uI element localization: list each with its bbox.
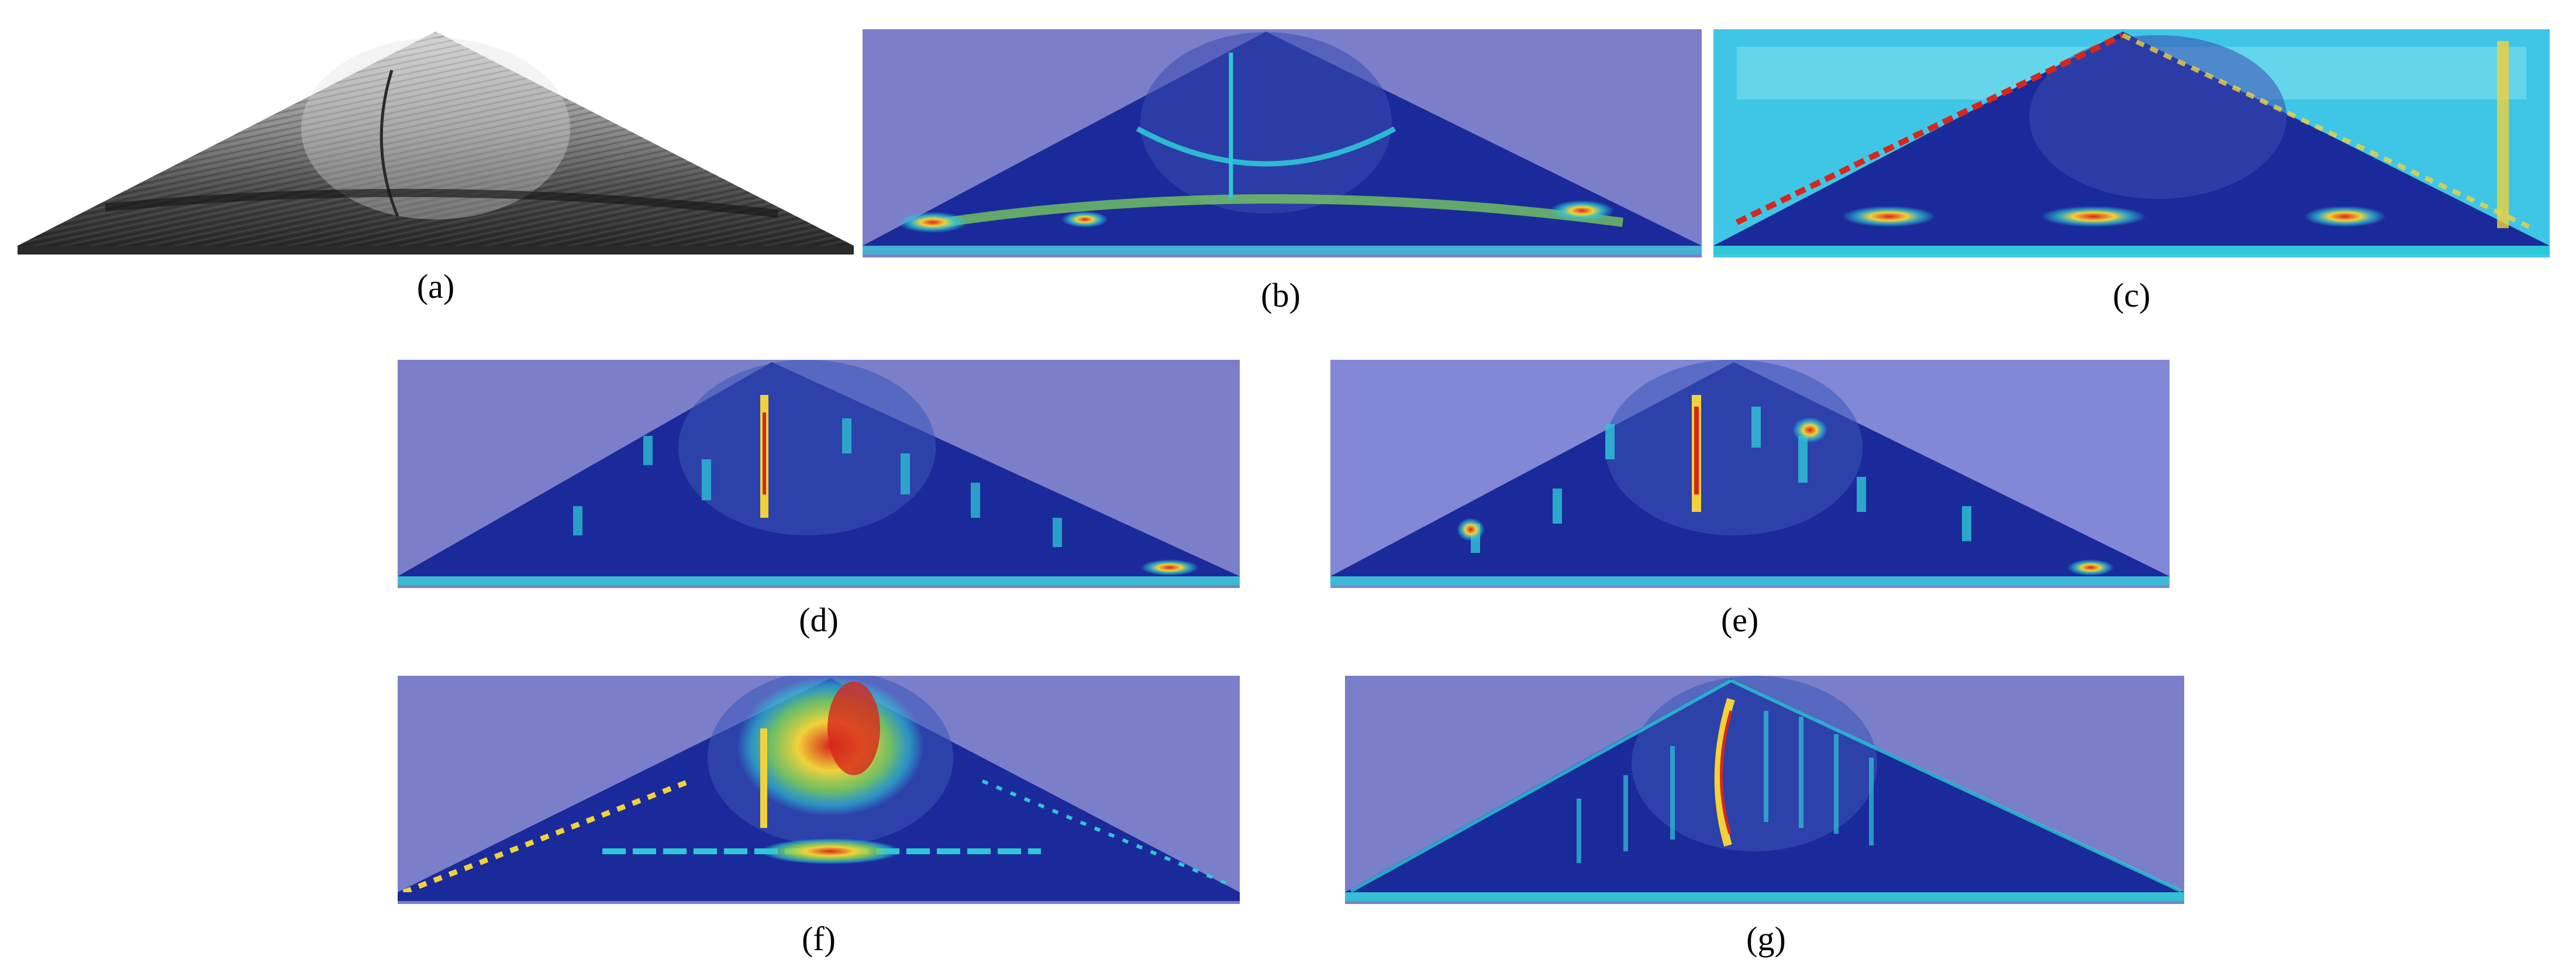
weld-pool	[301, 38, 570, 219]
panel-g-svg	[1345, 676, 2184, 904]
panel-a-svg	[18, 32, 854, 255]
panel-c-svg	[1713, 29, 2550, 257]
caption-e: (e)	[1720, 601, 1759, 639]
panel-e-heatmap	[1330, 360, 2170, 588]
panel-d-heatmap	[398, 360, 1240, 588]
panel-f-heatmap	[398, 676, 1240, 904]
panel-b-svg	[863, 29, 1702, 257]
panel-g-heatmap	[1345, 676, 2184, 904]
panel-c-heatmap	[1713, 29, 2550, 257]
caption-d: (d)	[799, 601, 839, 639]
caption-g: (g)	[1746, 920, 1786, 958]
panel-f-svg	[398, 676, 1240, 904]
panel-e-svg	[1330, 360, 2170, 588]
panel-d-svg	[398, 360, 1240, 588]
panel-a-image	[18, 29, 854, 257]
caption-b: (b)	[1261, 276, 1301, 314]
panel-b-heatmap	[863, 29, 1702, 257]
caption-c: (c)	[2112, 276, 2151, 314]
caption-f: (f)	[802, 920, 836, 958]
caption-a: (a)	[416, 267, 455, 305]
